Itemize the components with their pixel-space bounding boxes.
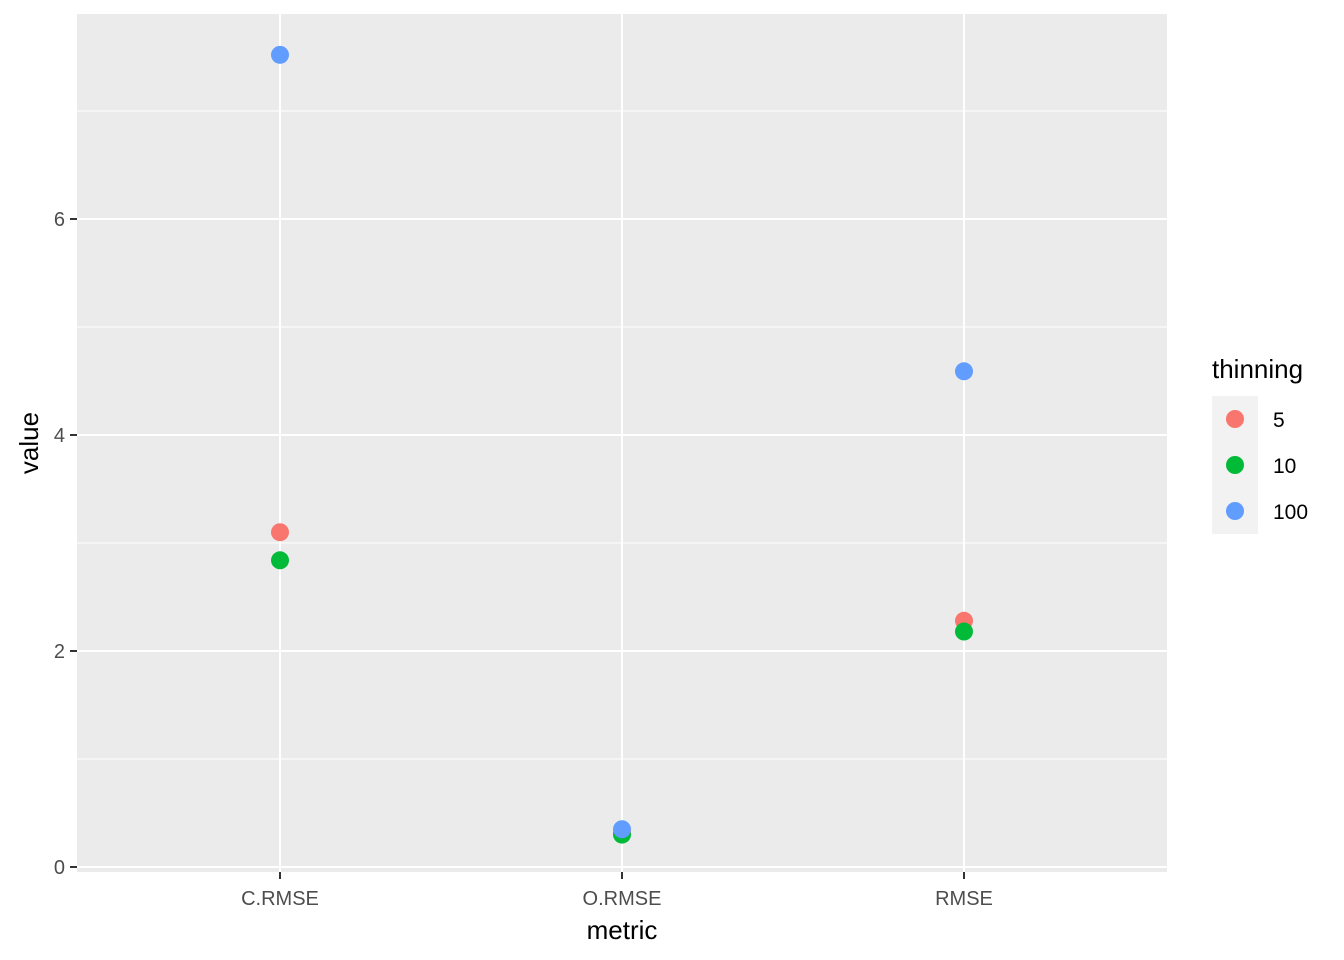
data-point-series-5 bbox=[271, 523, 289, 542]
legend-label-5: 5 bbox=[1273, 409, 1285, 432]
x-axis-title: metric bbox=[587, 915, 658, 945]
y-axis-title: value bbox=[14, 412, 44, 474]
legend-label-10: 10 bbox=[1273, 455, 1296, 478]
y-tick-label: 0 bbox=[54, 857, 65, 879]
major-gridlines bbox=[77, 14, 1167, 872]
data-point-series-100 bbox=[613, 820, 631, 839]
legend-key-10 bbox=[1226, 456, 1244, 474]
x-tick-label: RMSE bbox=[935, 888, 993, 910]
data-points bbox=[271, 45, 973, 844]
data-point-series-100 bbox=[271, 45, 289, 64]
data-point-series-100 bbox=[955, 362, 973, 381]
y-axis: 0 2 4 6 bbox=[54, 209, 77, 879]
data-point-series-10 bbox=[955, 622, 973, 641]
legend-key-5 bbox=[1226, 410, 1244, 428]
x-tick-label: O.RMSE bbox=[583, 888, 662, 910]
legend-title: thinning bbox=[1212, 354, 1303, 384]
y-tick-label: 4 bbox=[54, 425, 65, 447]
x-axis: C.RMSE O.RMSE RMSE bbox=[241, 872, 993, 910]
legend-label-100: 100 bbox=[1273, 501, 1308, 524]
x-tick-label: C.RMSE bbox=[241, 888, 319, 910]
legend-key-100 bbox=[1226, 502, 1244, 520]
legend: thinning 5 10 100 bbox=[1212, 354, 1308, 534]
y-tick-label: 2 bbox=[54, 641, 65, 663]
data-point-series-10 bbox=[271, 551, 289, 570]
y-tick-label: 6 bbox=[54, 209, 65, 231]
